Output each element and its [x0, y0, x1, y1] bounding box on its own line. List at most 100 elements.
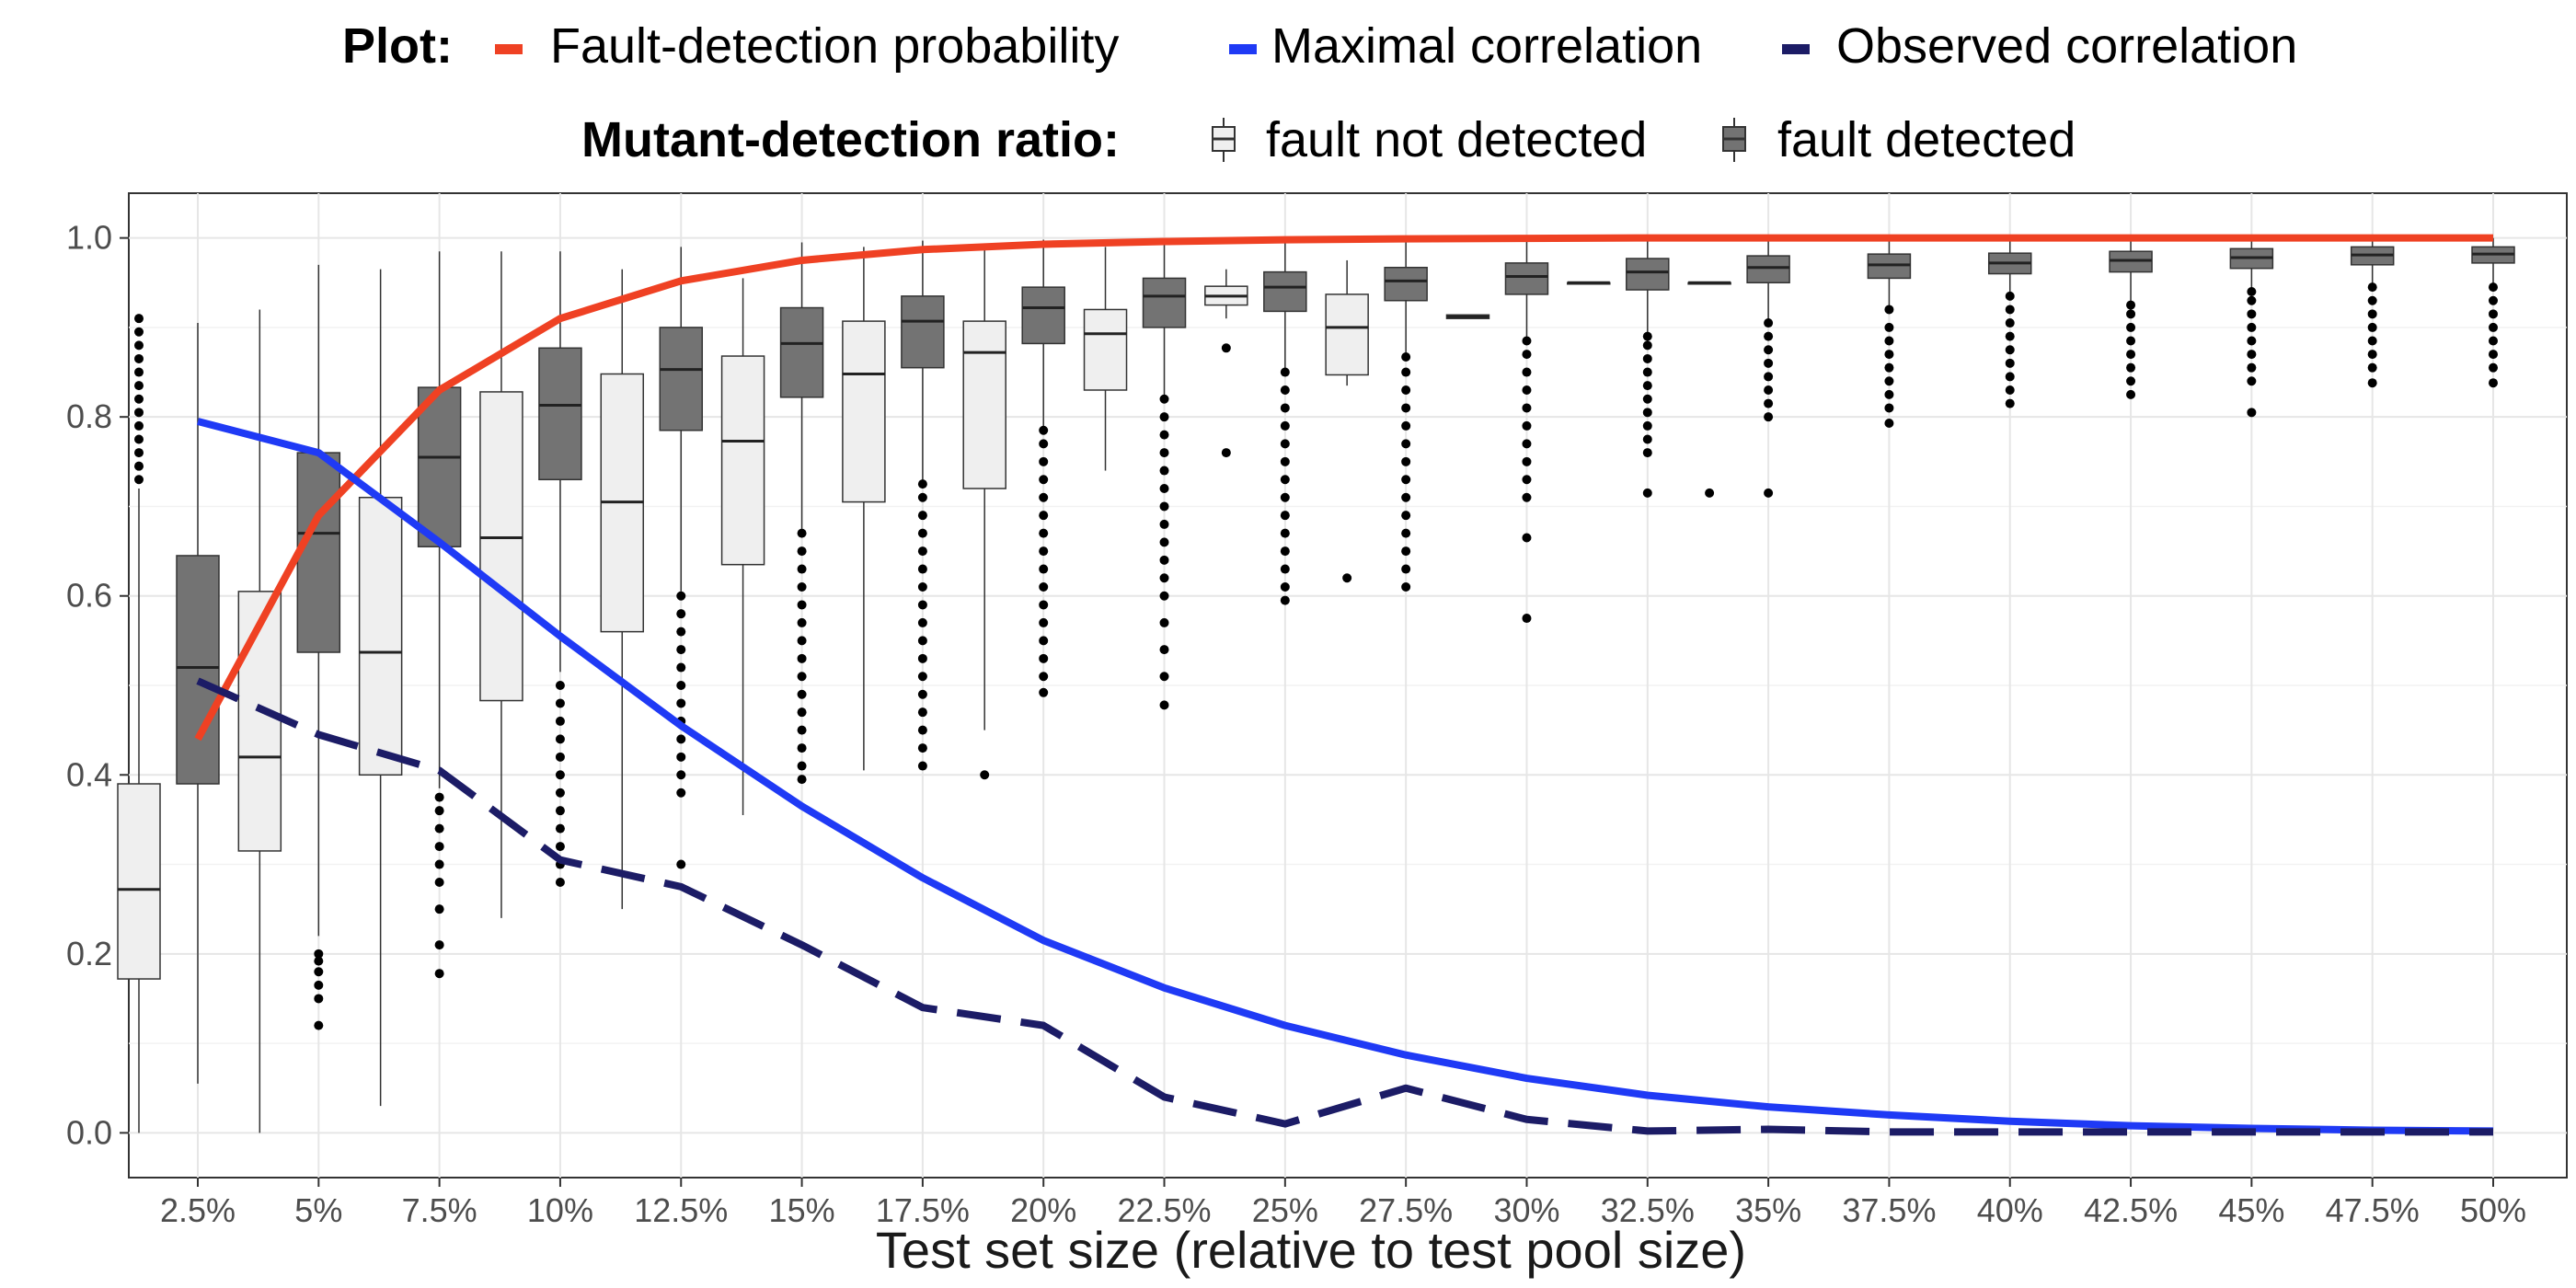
box-fault-detected-outlier: [2126, 322, 2136, 332]
box-fault-detected-outlier: [676, 788, 686, 798]
box-fault-detected-box: [1746, 255, 1790, 284]
box-fault-detected-outlier: [917, 725, 927, 735]
box-fault-detected-outlier: [917, 672, 927, 682]
box-fault-detected-outlier: [1280, 385, 1290, 395]
box-fault-not-detected-outlier: [134, 340, 144, 351]
box-fault-detected-outlier: [1401, 564, 1411, 574]
box-fault-not-detected-outlier: [134, 381, 144, 391]
box-fault-detected-outlier: [676, 859, 686, 869]
box-fault-detected-outlier: [1039, 617, 1049, 627]
box-fault-detected-box: [176, 555, 220, 785]
box-fault-detected-outlier: [555, 698, 565, 708]
box-fault-detected-outlier: [314, 980, 324, 990]
box-fault-detected-outlier: [797, 564, 807, 574]
box-fault-detected-outlier: [1159, 537, 1169, 547]
box-fault-detected-outlier: [1039, 564, 1049, 574]
x-tick-label: 50%: [2460, 1191, 2526, 1229]
box-fault-detected-outlier: [1159, 412, 1169, 422]
box-fault-detected-outlier: [1522, 367, 1532, 377]
box-fault-detected-outlier: [1642, 394, 1652, 404]
box-fault-not-detected-outlier: [134, 314, 144, 324]
x-tick-label: 47.5%: [2326, 1191, 2420, 1229]
box-fault-detected-outlier: [314, 994, 324, 1004]
legend-label-maximal-correlation: Maximal correlation: [1271, 18, 1702, 74]
y-tick-label: 0.0: [66, 1113, 112, 1151]
box-fault-detected-outlier: [2489, 378, 2498, 388]
box-fault-detected-outlier: [1159, 448, 1169, 458]
box-fault-detected-outlier: [555, 716, 565, 726]
box-fault-detected-outlier: [1280, 456, 1290, 466]
box-fault-detected-outlier: [1039, 492, 1049, 502]
box-fault-detected-outlier: [917, 582, 927, 592]
box-fault-not-detected-box: [479, 391, 523, 702]
box-fault-detected-outlier: [2005, 305, 2015, 315]
box-fault-detected-outlier: [797, 528, 807, 538]
legend-swatch-fault-not-detected: [1212, 118, 1236, 162]
x-tick-label: 12.5%: [634, 1191, 728, 1229]
box-fault-not-detected-box: [842, 320, 886, 503]
x-tick-label: 35%: [1735, 1191, 1801, 1229]
box-fault-detected-outlier: [2247, 322, 2257, 332]
box-fault-detected-box: [779, 306, 824, 398]
box-fault-detected-outlier: [1280, 564, 1290, 574]
box-fault-detected-outlier: [1159, 394, 1169, 404]
box-fault-not-detected-outlier: [134, 367, 144, 377]
box-fault-detected-outlier: [1159, 430, 1169, 440]
box-fault-detected-outlier: [1642, 434, 1652, 444]
box-fault-detected-outlier: [2489, 282, 2498, 293]
box-fault-detected-box: [1142, 277, 1187, 328]
box-fault-detected-outlier: [1401, 492, 1411, 502]
box-fault-detected-outlier: [1401, 420, 1411, 431]
legend-swatch-maximal-correlation: [1229, 44, 1257, 54]
box-fault-detected-outlier: [676, 734, 686, 744]
box-fault-detected-outlier: [2247, 362, 2257, 373]
box-fault-detected-outlier: [1401, 582, 1411, 592]
box-fault-detected-outlier: [2367, 295, 2377, 305]
box-fault-detected-outlier: [555, 823, 565, 834]
box-fault-detected-outlier: [2489, 350, 2498, 360]
box-fault-detected-outlier: [1039, 582, 1049, 592]
box-fault-not-detected-box: [962, 320, 1006, 489]
box-fault-detected-outlier: [2005, 398, 2015, 408]
box-fault-not-detected-outlier: [1705, 488, 1715, 498]
box-fault-detected-outlier: [797, 775, 807, 785]
box-fault-not-detected-box: [1325, 293, 1369, 376]
box-fault-detected-outlier: [1642, 488, 1652, 498]
box-fault-detected-outlier: [1884, 403, 1894, 413]
box-fault-detected-outlier: [1884, 336, 1894, 346]
box-fault-detected-outlier: [1522, 475, 1532, 485]
box-fault-detected-outlier: [797, 743, 807, 753]
box-fault-detected-outlier: [2247, 376, 2257, 386]
box-fault-detected-outlier: [1642, 331, 1652, 341]
box-fault-detected-outlier: [1884, 322, 1894, 332]
box-fault-detected-outlier: [1039, 600, 1049, 610]
box-fault-detected-outlier: [797, 617, 807, 627]
box-fault-detected-outlier: [1280, 439, 1290, 449]
box-fault-detected-outlier: [1039, 456, 1049, 466]
box-fault-detected-outlier: [2126, 389, 2136, 399]
x-tick-label: 7.5%: [402, 1191, 477, 1229]
box-fault-detected-outlier: [917, 743, 927, 753]
box-fault-detected-outlier: [2367, 378, 2377, 388]
box-fault-detected-outlier: [434, 859, 444, 869]
box-fault-detected-outlier: [1522, 336, 1532, 346]
x-tick-label: 10%: [527, 1191, 593, 1229]
box-fault-detected-outlier: [1039, 475, 1049, 485]
box-fault-detected-outlier: [1039, 425, 1049, 435]
box-fault-detected-outlier: [314, 967, 324, 977]
box-fault-detected-outlier: [1401, 511, 1411, 521]
box-fault-detected-outlier: [917, 636, 927, 646]
box-fault-detected-outlier: [1522, 439, 1532, 449]
box-fault-detected-outlier: [1401, 439, 1411, 449]
box-fault-detected-outlier: [1280, 511, 1290, 521]
box-fault-detected-outlier: [1522, 350, 1532, 360]
box-fault-detected-outlier: [1159, 591, 1169, 601]
box-fault-detected-outlier: [434, 842, 444, 852]
box-fault-detected-outlier: [917, 707, 927, 718]
box-fault-not-detected-box: [358, 496, 403, 776]
box-fault-not-detected-outlier: [134, 475, 144, 485]
box-fault-detected-outlier: [314, 949, 324, 959]
box-fault-detected-outlier: [434, 878, 444, 887]
box-fault-detected-outlier: [1159, 617, 1169, 627]
box-fault-detected-outlier: [797, 761, 807, 771]
